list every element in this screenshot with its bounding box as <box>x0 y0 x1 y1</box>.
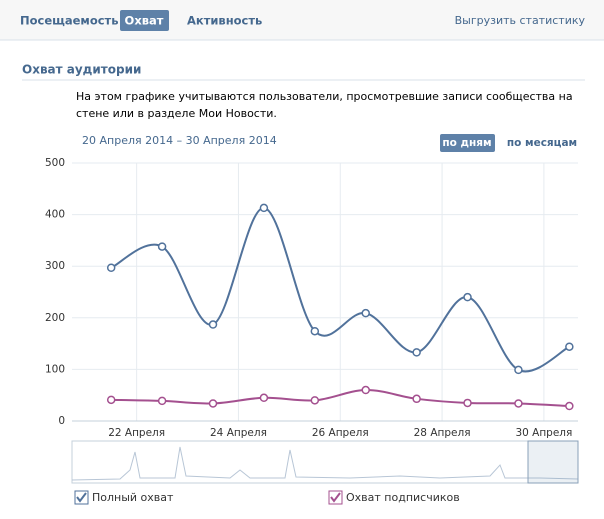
x-tick-label: 26 Апреля <box>312 427 369 439</box>
x-tick-label: 28 Апреля <box>414 427 471 439</box>
export-link[interactable]: Выгрузить статистику <box>455 14 586 27</box>
navigator <box>71 440 579 484</box>
point <box>310 326 320 336</box>
legend-label: Охват подписчиков <box>346 491 460 504</box>
point <box>412 348 421 357</box>
y-tick-label: 100 <box>45 363 65 375</box>
navigator-line <box>71 446 579 481</box>
y-tick-label: 200 <box>45 312 65 324</box>
point <box>514 399 523 408</box>
point <box>208 399 218 408</box>
y-tick-label: 0 <box>58 415 65 427</box>
point <box>157 242 167 251</box>
date-range[interactable]: 20 Апреля 2014 – 30 Апреля 2014 <box>82 134 277 147</box>
point <box>259 203 269 213</box>
y-tick-label: 300 <box>45 260 65 272</box>
active-period-bg <box>440 134 495 152</box>
point <box>565 401 574 411</box>
checkmark <box>76 492 87 503</box>
tab[interactable]: Посещаемость <box>20 14 118 28</box>
x-tick-label: 30 Апреля <box>515 427 572 439</box>
navigator-window <box>527 440 579 484</box>
point <box>361 308 370 318</box>
point <box>463 292 472 302</box>
tab[interactable]: Активность <box>187 14 262 28</box>
checkmark <box>330 492 341 503</box>
point <box>106 395 116 405</box>
y-tick-label: 500 <box>45 157 65 169</box>
point <box>157 396 167 406</box>
period-button[interactable]: по месяцам <box>507 137 577 149</box>
point <box>208 320 218 329</box>
point <box>259 393 269 403</box>
tab[interactable]: Охват <box>125 14 164 28</box>
point <box>463 398 472 408</box>
legend-label: Полный охват <box>92 491 174 504</box>
point <box>565 342 574 351</box>
point <box>310 396 320 405</box>
tab-bar <box>0 0 604 40</box>
y-tick-label: 400 <box>45 209 65 221</box>
description-box: На этом графике учитываются пользователи… <box>76 90 573 120</box>
point <box>106 263 116 272</box>
series-line <box>110 206 570 373</box>
point <box>514 365 523 375</box>
point <box>412 394 421 404</box>
period-button[interactable]: по дням <box>442 137 491 149</box>
x-tick-label: 22 Апреля <box>108 427 165 439</box>
point <box>361 385 370 395</box>
active-tab-bg <box>120 10 169 31</box>
section-title: Охват аудитории <box>22 63 141 77</box>
description: На этом графике учитываются пользователи… <box>76 90 573 120</box>
series-line <box>111 389 570 408</box>
x-tick-label: 24 Апреля <box>210 427 267 439</box>
